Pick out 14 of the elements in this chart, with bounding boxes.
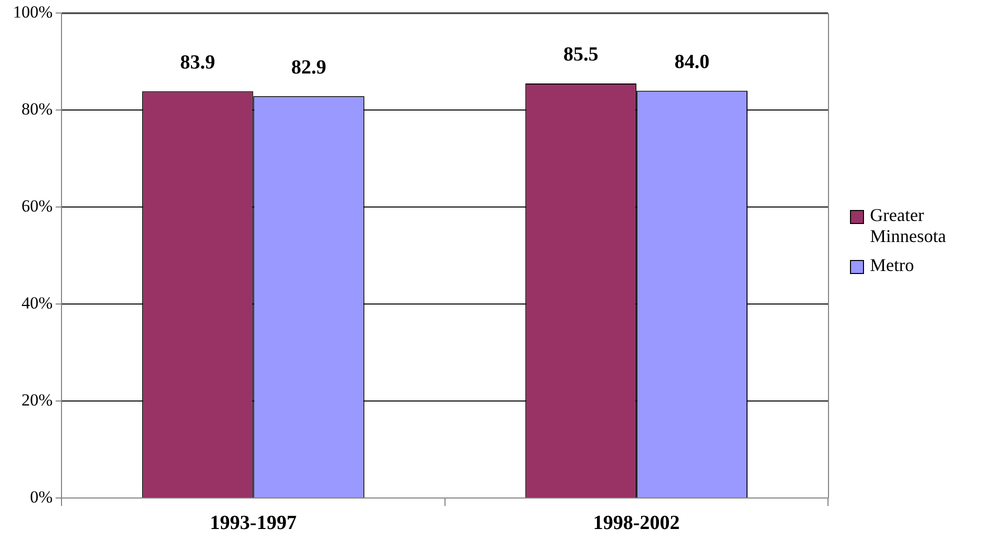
legend-label: Greater Minnesota [870,205,947,247]
y-tick-label: 80% [21,100,53,119]
y-tick-label: 20% [21,390,53,410]
y-tick-label: 40% [21,294,53,313]
data-label: 85.5 [563,44,598,66]
y-tick-label: 0% [30,487,53,506]
x-tick-label: 1993-1997 [210,512,297,534]
data-label: 84.0 [674,50,710,73]
y-tick-label: 60% [21,196,53,216]
data-label: 83.9 [180,51,216,74]
data-label: 82.9 [291,56,326,78]
x-tick-label: 1998-2002 [593,512,680,534]
legend-label: Metro [870,255,915,276]
y-tick-label: 100% [12,2,53,22]
